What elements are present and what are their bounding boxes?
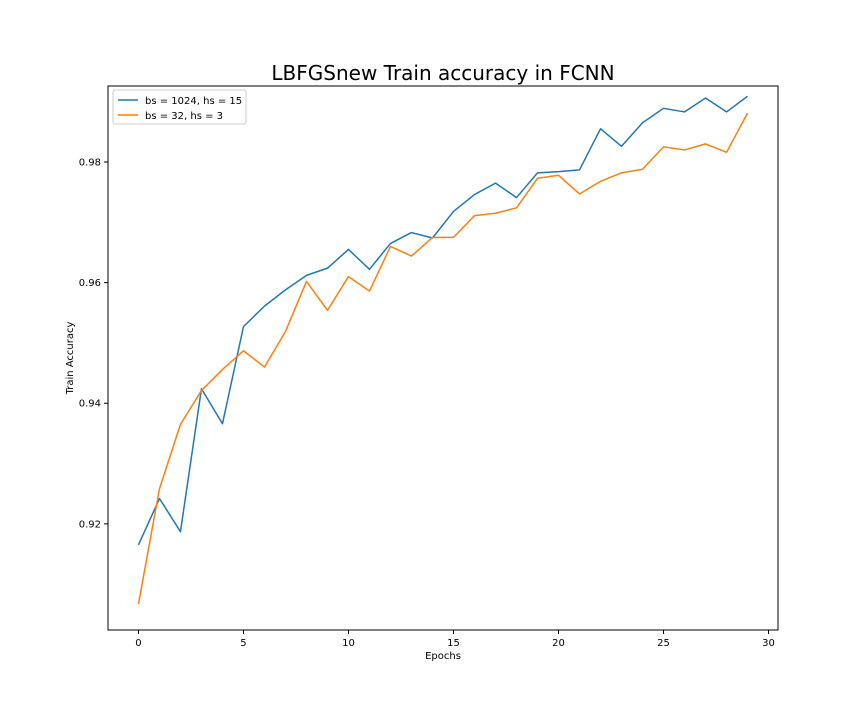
series-layer <box>137 95 749 605</box>
series-line-2 <box>137 112 749 605</box>
y-tick-label: 0.98 <box>79 157 101 168</box>
plot-frame <box>107 85 779 631</box>
x-tick-label: 0 <box>135 638 141 649</box>
ticks-layer: 0 5 10 15 20 25 30 0.92 0.94 0.96 0.98 <box>79 157 775 649</box>
y-tick-label: 0.96 <box>79 278 101 289</box>
legend-label-series-1: bs = 1024, hs = 15 <box>145 96 242 107</box>
x-tick-label: 20 <box>552 638 565 649</box>
x-tick-label: 15 <box>447 638 460 649</box>
y-tick-label: 0.92 <box>79 519 101 530</box>
legend-box <box>112 89 247 125</box>
series-line-1 <box>137 95 748 546</box>
y-axis-label: Train Accuracy <box>65 322 76 396</box>
x-axis-label: Epochs <box>425 651 461 662</box>
x-tick-label: 25 <box>657 638 670 649</box>
chart-title: LBFGSnew Train accuracy in FCNN <box>271 61 614 85</box>
x-tick-label: 5 <box>240 638 246 649</box>
x-tick-label: 30 <box>762 638 775 649</box>
x-tick-label: 10 <box>342 638 355 649</box>
y-tick-label: 0.94 <box>79 399 101 410</box>
legend: bs = 1024, hs = 15 bs = 32, hs = 3 <box>112 89 247 125</box>
legend-label-series-2: bs = 32, hs = 3 <box>145 111 223 122</box>
